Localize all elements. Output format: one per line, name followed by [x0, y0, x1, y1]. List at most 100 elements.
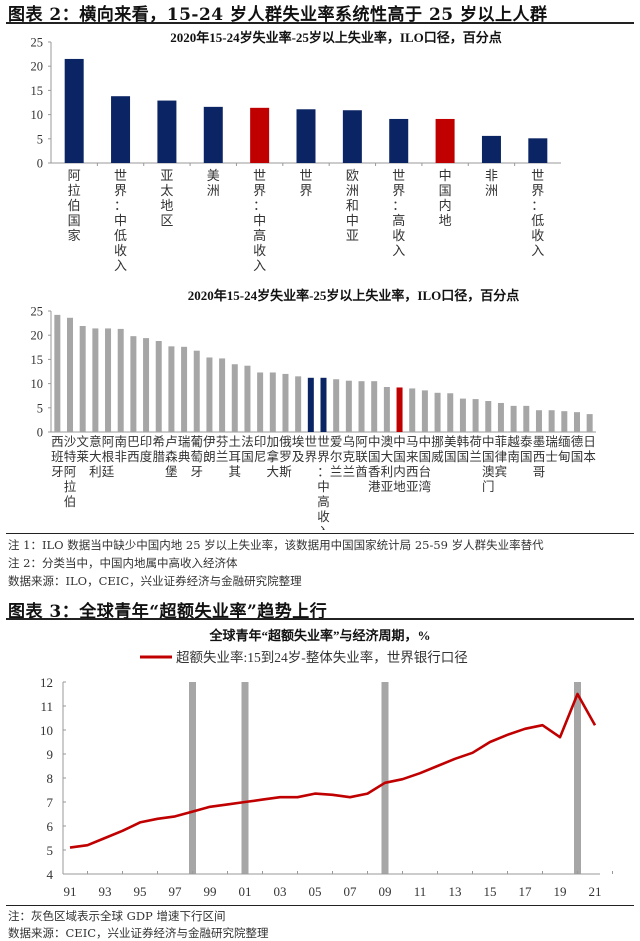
category-label-char: 拉 — [68, 183, 81, 198]
category-label-char: 伯 — [64, 494, 77, 509]
figure2-note-1: 注 1：ILO 数据当中缺少中国内地 25 岁以上失业率，该数据用中国国家统计局… — [8, 538, 544, 552]
bar — [333, 379, 340, 432]
category-label-char: 根 — [102, 450, 115, 464]
category-label-char: 士 — [545, 450, 558, 464]
category-label-char: 地 — [393, 480, 406, 494]
bar — [435, 118, 455, 163]
category-label-char: 大 — [89, 450, 102, 464]
category-label-char: 中 — [317, 479, 330, 494]
bar — [130, 336, 137, 432]
category-label-char: 埃 — [292, 435, 305, 449]
bar — [92, 328, 99, 432]
category-label-char: 收 — [317, 510, 330, 524]
category-label-char: 界 — [305, 450, 318, 464]
category-label-char: 国 — [571, 450, 584, 464]
category-label-char: 门 — [482, 479, 495, 494]
category-label-char: 墨 — [533, 435, 546, 449]
category-label-char: 国 — [439, 183, 452, 198]
category-label-char: 牙 — [190, 465, 203, 479]
bar — [54, 314, 61, 432]
category-label-char: 非 — [114, 450, 127, 464]
bar — [282, 373, 289, 432]
category-label-char: 国 — [482, 450, 495, 464]
y-tick-label: 7 — [47, 795, 54, 810]
category-label-char: 斯 — [279, 465, 292, 479]
bar — [257, 372, 264, 432]
category-label-char: 亚 — [406, 480, 419, 494]
bar — [295, 376, 302, 432]
bar — [371, 381, 378, 432]
bar — [497, 402, 504, 432]
x-tick-label: 99 — [204, 884, 217, 899]
category-label-char: 世 — [305, 435, 318, 449]
bar — [573, 412, 580, 432]
category-label-char: 葡 — [190, 435, 203, 449]
y-tick-label: 25 — [31, 305, 44, 319]
category-label-char: 中 — [368, 434, 381, 449]
category-label-char: 瑞 — [178, 435, 191, 449]
category-label-char: 伯 — [68, 198, 81, 213]
category-label-char: 兰 — [216, 450, 229, 464]
y-tick-label: 8 — [47, 771, 54, 786]
category-label-char: 廷 — [102, 465, 115, 479]
figure2-note-2: 注 2：分类当中，中国内地属中高收入经济体 — [8, 556, 238, 570]
category-label-char: 联 — [355, 450, 368, 464]
bar — [269, 372, 276, 432]
bar — [409, 388, 416, 432]
category-label-char: 牙 — [51, 465, 64, 479]
category-label-char: 萄 — [190, 450, 203, 464]
y-tick-label: 4 — [47, 867, 54, 882]
category-label-char: 酋 — [355, 464, 368, 479]
category-label-char: 国 — [393, 450, 406, 464]
bar — [79, 326, 86, 432]
category-label-char: 缅 — [558, 435, 571, 449]
bar — [250, 107, 270, 163]
bar — [434, 392, 441, 432]
category-label-char: 太 — [160, 183, 173, 198]
bar — [117, 328, 124, 432]
category-label-char: 阿 — [355, 435, 368, 449]
category-label-char: 拉 — [64, 479, 77, 494]
figure2-notes-rule — [6, 533, 634, 534]
category-label-char: 澳 — [381, 435, 394, 449]
y-tick-label: 5 — [47, 843, 54, 858]
category-label-char: 尔 — [330, 449, 343, 464]
category-label-char: 世 — [299, 168, 312, 183]
category-label-char: 挪 — [431, 435, 444, 449]
y-tick-label: 10 — [31, 377, 44, 391]
category-label-char: 加 — [267, 435, 280, 449]
category-label-char: 乌 — [343, 434, 356, 449]
chart-regions-bar: 2020年15-24岁失业率-25岁以上失业率，ILO口径，百分点 0 5 10 15 2… — [31, 30, 561, 273]
bar — [143, 338, 150, 432]
x-tick-label: 97 — [169, 884, 183, 899]
y-tick-label: 15 — [31, 84, 44, 98]
category-label-char: 兰 — [343, 465, 356, 479]
x-tick-label: 91 — [64, 884, 77, 899]
category-label-char: 和 — [346, 198, 359, 213]
y-tick-label: 15 — [31, 353, 44, 367]
category-label-char: 收 — [531, 228, 544, 243]
bar — [510, 405, 517, 432]
category-label-char: 西 — [533, 450, 546, 464]
category-label-char: 其 — [229, 465, 242, 479]
bar — [459, 398, 466, 432]
figure3-heading: 图表 3：全球青年“超额失业率”趋势上行 — [8, 602, 328, 622]
category-label-char: ： — [392, 198, 405, 213]
category-label-char: 世 — [392, 168, 405, 183]
category-label-char: 法 — [241, 435, 254, 449]
recession-band — [189, 682, 196, 874]
x-tick-label: 93 — [99, 884, 112, 899]
category-label-char: 兰 — [330, 465, 343, 479]
category-label-char: 国 — [457, 450, 470, 464]
x-tick-label: 01 — [239, 884, 252, 899]
bar — [472, 399, 479, 432]
category-label-char: 入 — [317, 525, 330, 530]
y-tick-label: 12 — [40, 675, 53, 690]
category-label-char: 兰 — [469, 450, 482, 464]
category-label-char: 湾 — [419, 479, 432, 494]
category-label-char: 中 — [419, 434, 432, 449]
bar — [345, 380, 352, 432]
category-label-char: 韩 — [457, 434, 470, 449]
category-label-char: 低 — [114, 228, 127, 243]
category-label-char: ： — [531, 198, 544, 213]
